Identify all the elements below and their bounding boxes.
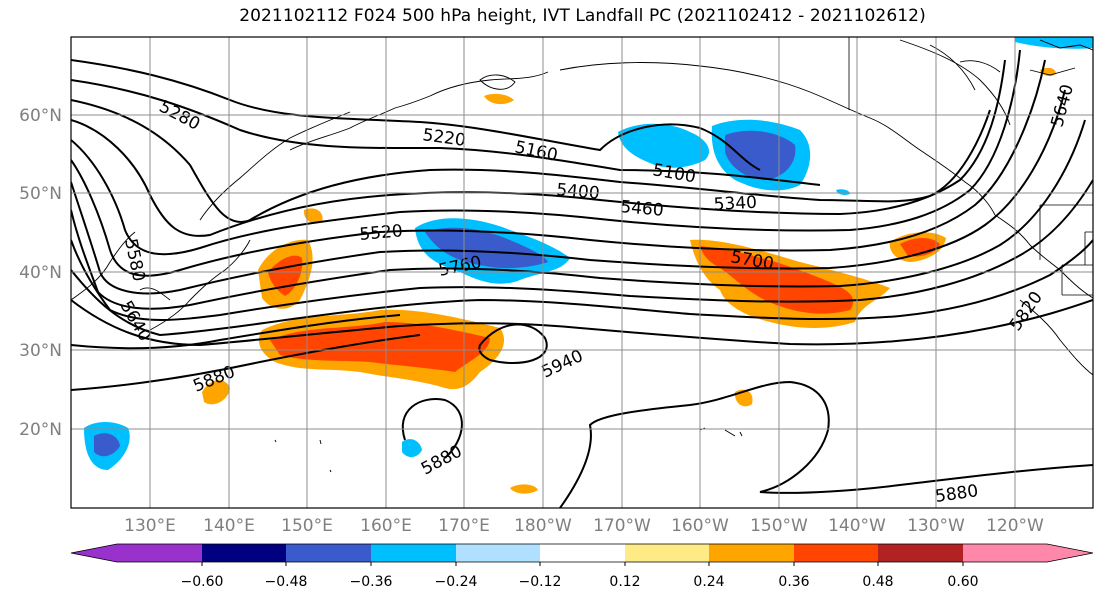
colorbar-tick-label: −0.12	[519, 574, 562, 590]
lat-tick-label: 20°N	[19, 420, 62, 440]
lat-tick-label: 50°N	[19, 184, 62, 204]
borders	[848, 37, 1093, 296]
colorbar	[70, 543, 1094, 566]
colorbar-tick-label: −0.48	[265, 574, 308, 590]
colorbar-tick-label: −0.24	[435, 574, 478, 590]
colorbar-swatch	[794, 544, 878, 562]
colorbar-tick-labels: −0.60 −0.48 −0.36 −0.24 −0.12 0.12 0.24 …	[181, 574, 979, 590]
lon-tick-label: 170°E	[438, 516, 490, 536]
colorbar-tick-label: 0.48	[862, 574, 893, 590]
colorbar-swatch	[117, 544, 202, 562]
lon-tick-label: 140°E	[203, 516, 255, 536]
contour-label: 5400	[556, 180, 601, 204]
colorbar-tick-label: 0.36	[778, 574, 809, 590]
colorbar-swatch	[878, 544, 963, 562]
height-contours	[71, 49, 1093, 508]
lon-tick-label: 180°W	[514, 516, 572, 536]
map-frame	[70, 36, 1094, 509]
lon-tick-label: 120°W	[986, 516, 1044, 536]
colorbar-swatch	[202, 544, 286, 562]
lat-tick-label: 30°N	[19, 341, 62, 361]
lon-tick-label: 130°E	[124, 516, 176, 536]
lon-tick-label: 140°W	[828, 516, 886, 536]
contour-label: 5520	[359, 221, 404, 245]
lat-tick-label: 60°N	[19, 106, 62, 126]
lon-tick-label: 170°W	[593, 516, 651, 536]
colorbar-tick-label: −0.36	[350, 574, 393, 590]
colorbar-swatch	[371, 544, 456, 562]
colorbar-tick-label: 0.24	[693, 574, 724, 590]
colorbar-swatch	[286, 544, 371, 562]
map-title: 2021102112 F024 500 hPa height, IVT Land…	[239, 6, 926, 26]
gridlines	[71, 37, 1093, 508]
lat-tick-label: 40°N	[19, 263, 62, 283]
contour-label: 5340	[713, 193, 757, 215]
colorbar-swatch	[456, 544, 540, 562]
colorbar-extend-min	[71, 544, 117, 562]
coastlines	[71, 39, 1093, 473]
colorbar-swatch	[963, 544, 1047, 562]
colorbar-swatch	[625, 544, 709, 562]
colorbar-swatch	[540, 544, 625, 562]
lon-tick-label: 160°W	[671, 516, 729, 536]
lon-tick-label: 150°W	[750, 516, 808, 536]
colorbar-tick-label: −0.60	[181, 574, 224, 590]
colorbar-tick-label: 0.12	[609, 574, 640, 590]
lon-tick-label: 130°W	[907, 516, 965, 536]
colorbar-outline	[70, 543, 1094, 563]
contour-label: 5460	[620, 197, 665, 221]
lon-axis: 130°E 140°E 150°E 160°E 170°E 180°W 170°…	[124, 516, 1044, 536]
colorbar-tick-label: 0.60	[947, 574, 978, 590]
lon-tick-label: 150°E	[281, 516, 333, 536]
colorbar-swatch	[709, 544, 794, 562]
lon-tick-label: 160°E	[360, 516, 412, 536]
lat-axis: 60°N 50°N 40°N 30°N 20°N	[19, 106, 62, 440]
colorbar-extend-max	[1047, 544, 1093, 562]
